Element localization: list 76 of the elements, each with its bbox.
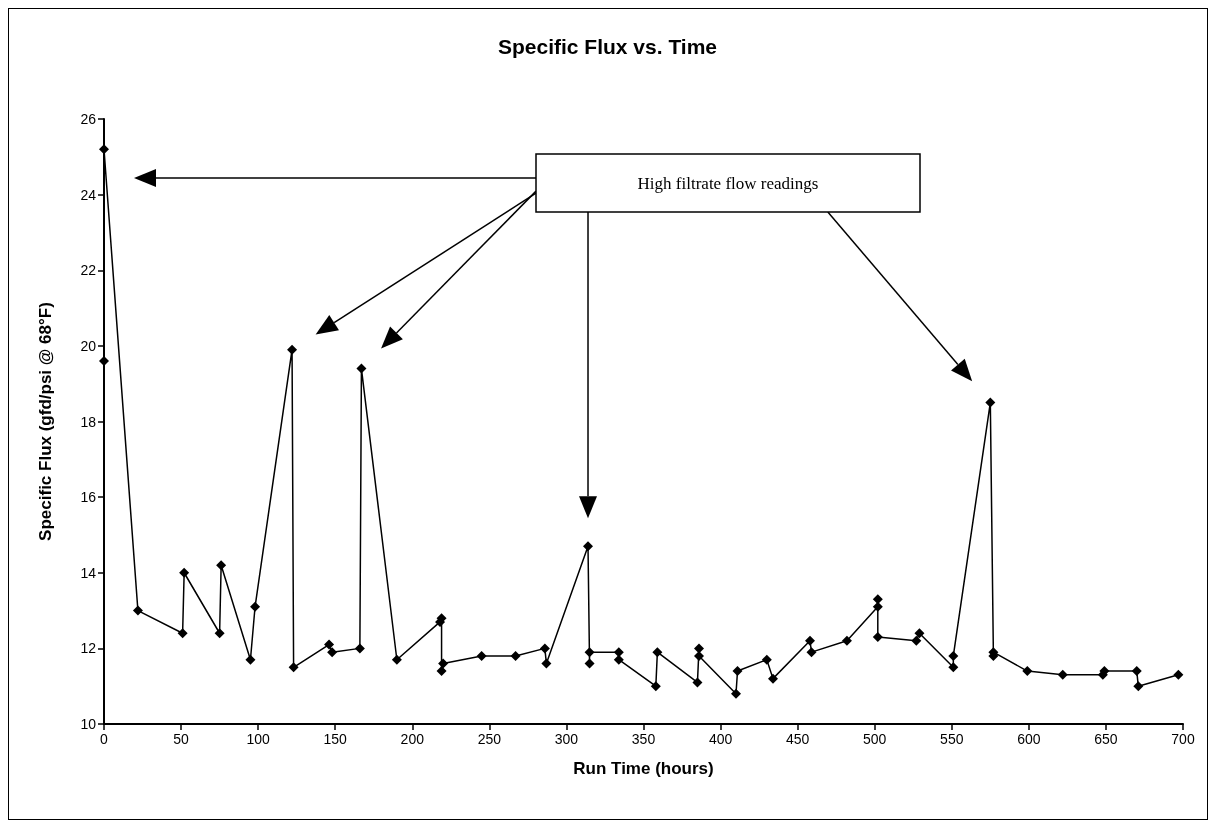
point xyxy=(356,363,367,374)
point xyxy=(132,605,143,616)
point xyxy=(354,643,365,654)
point xyxy=(806,647,817,658)
x-tick-label: 650 xyxy=(1094,731,1118,747)
x-tick-label: 200 xyxy=(400,731,425,747)
point xyxy=(541,658,552,669)
point xyxy=(436,666,447,677)
x-tick-label: 500 xyxy=(863,731,887,747)
x-tick-label: 300 xyxy=(554,731,579,747)
x-tick-label: 50 xyxy=(173,731,190,747)
point xyxy=(584,647,595,658)
y-axis-title: Specific Flux (gfd/psi @ 68°F) xyxy=(36,302,55,541)
x-tick-label: 550 xyxy=(940,731,964,747)
point xyxy=(287,344,298,355)
point xyxy=(650,681,661,692)
point xyxy=(584,658,595,669)
y-tick-label: 24 xyxy=(80,186,97,203)
point xyxy=(179,567,190,578)
point xyxy=(391,654,402,665)
point xyxy=(510,650,521,661)
y-tick-label: 10 xyxy=(80,716,97,732)
point xyxy=(948,650,959,661)
y-tick-label: 14 xyxy=(80,564,97,581)
x-tick-label: 0 xyxy=(100,731,109,747)
point xyxy=(216,560,227,571)
point xyxy=(804,635,815,646)
point xyxy=(767,673,778,684)
point xyxy=(761,654,772,665)
y-tick-label: 20 xyxy=(80,337,97,354)
point xyxy=(288,662,299,673)
y-tick-label: 18 xyxy=(80,413,97,430)
point xyxy=(985,397,996,408)
x-axis-title: Run Time (hours) xyxy=(573,759,714,778)
point xyxy=(327,647,338,658)
y-tick-label: 12 xyxy=(80,640,97,657)
x-tick-label: 150 xyxy=(323,731,348,747)
point xyxy=(693,643,704,654)
x-tick-label: 700 xyxy=(1171,731,1195,747)
x-tick-label: 600 xyxy=(1017,731,1041,747)
point xyxy=(692,677,703,688)
annotation: High filtrate flow readings xyxy=(637,173,819,193)
point xyxy=(1173,669,1184,680)
chart-title: Specific Flux vs. Time xyxy=(497,35,718,58)
point xyxy=(1131,666,1142,677)
point xyxy=(476,650,487,661)
point xyxy=(583,541,594,552)
callout-box: High filtrate flow readings xyxy=(535,153,921,213)
point xyxy=(324,639,335,650)
x-tick-label: 100 xyxy=(246,731,271,747)
point xyxy=(730,688,741,699)
point xyxy=(539,643,550,654)
point xyxy=(841,635,852,646)
point xyxy=(872,632,883,643)
point xyxy=(948,662,959,673)
point xyxy=(1057,669,1068,680)
x-tick-label: 450 xyxy=(785,731,810,747)
x-tick-label: 350 xyxy=(631,731,656,747)
point xyxy=(214,628,225,639)
point xyxy=(177,628,188,639)
point xyxy=(652,647,663,658)
y-tick-label: 22 xyxy=(80,262,97,279)
y-tick-label: 16 xyxy=(80,489,97,506)
x-tick-label: 250 xyxy=(477,731,502,747)
x-tick-label: 400 xyxy=(708,731,733,747)
y-tick-label: 26 xyxy=(80,111,97,127)
point xyxy=(245,654,256,665)
point xyxy=(911,635,922,646)
point xyxy=(99,144,109,155)
point xyxy=(99,356,109,366)
point xyxy=(1133,681,1144,692)
point xyxy=(438,658,449,669)
point xyxy=(914,628,925,639)
point xyxy=(1022,666,1033,677)
point xyxy=(250,601,261,612)
point xyxy=(732,666,743,677)
